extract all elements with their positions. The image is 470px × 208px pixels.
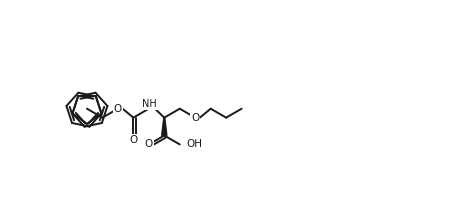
Text: OH: OH	[186, 139, 202, 149]
Text: O: O	[114, 104, 122, 114]
Text: O: O	[145, 139, 153, 149]
Text: NH: NH	[142, 99, 157, 109]
Text: O: O	[191, 113, 199, 123]
Text: O: O	[129, 135, 138, 145]
Polygon shape	[162, 118, 167, 135]
